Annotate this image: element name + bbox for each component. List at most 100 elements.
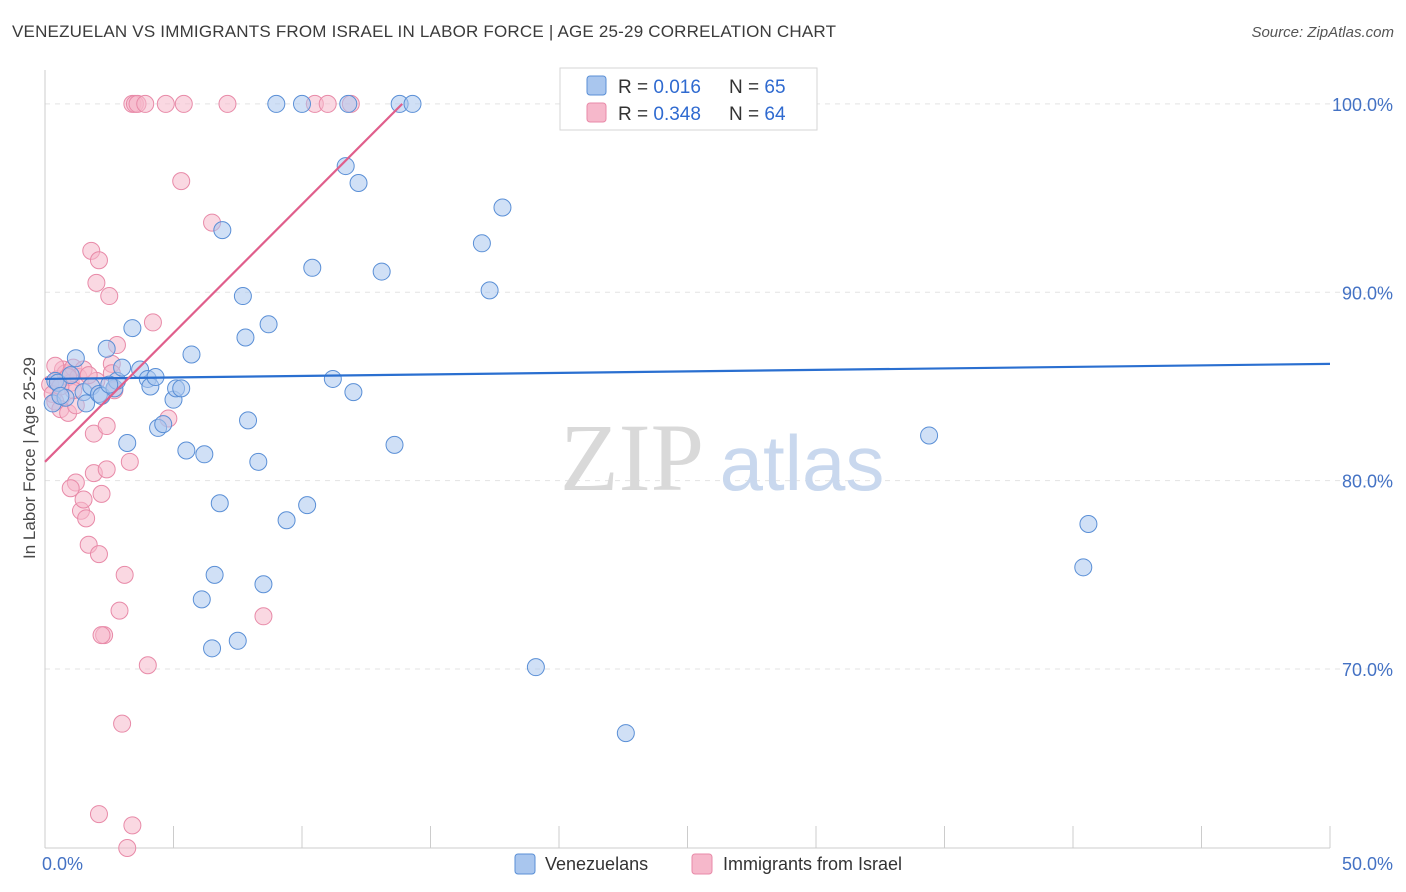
legend-swatch-pink [586, 102, 607, 123]
point-immigrants-from-israel [74, 490, 93, 509]
point-venezuelans [239, 411, 258, 430]
point-venezuelans [228, 631, 247, 650]
trend-line-venezuelans [44, 362, 1331, 381]
point-venezuelans [277, 511, 296, 530]
point-venezuelans [203, 639, 222, 658]
svg-text:R = 0.348: R = 0.348 [618, 104, 701, 125]
point-venezuelans [339, 94, 358, 113]
point-immigrants-from-israel [89, 805, 108, 824]
y-tick-label: 80.0% [1342, 472, 1393, 492]
point-venezuelans [192, 590, 211, 609]
point-venezuelans [210, 494, 229, 513]
point-venezuelans [233, 287, 252, 306]
legend-r-value-pink: 0.348 [653, 104, 701, 125]
point-immigrants-from-israel [156, 94, 175, 113]
point-immigrants-from-israel [218, 94, 237, 113]
legend-r-label-blue: R = [618, 77, 653, 98]
bottom-legend-immigrants-from-israel: Immigrants from Israel [723, 854, 902, 874]
svg-text:R = 0.016: R = 0.016 [618, 77, 701, 98]
watermark: ZIP atlas [560, 404, 884, 511]
point-venezuelans [267, 94, 286, 113]
point-immigrants-from-israel [123, 816, 142, 835]
point-immigrants-from-israel [120, 452, 139, 471]
point-immigrants-from-israel [172, 172, 191, 191]
point-immigrants-from-israel [61, 479, 80, 498]
svg-text:N = 64: N = 64 [729, 104, 786, 125]
point-venezuelans [349, 174, 368, 193]
point-immigrants-from-israel [89, 545, 108, 564]
bottom-legend-venezuelans: Venezuelans [545, 854, 648, 874]
point-immigrants-from-israel [89, 251, 108, 270]
point-immigrants-from-israel [77, 509, 96, 528]
point-venezuelans [123, 319, 142, 338]
point-venezuelans [66, 349, 85, 368]
point-venezuelans [213, 221, 232, 240]
point-venezuelans [344, 383, 363, 402]
point-immigrants-from-israel [113, 714, 132, 733]
point-venezuelans [472, 234, 491, 253]
series-immigrants-from-israel [41, 94, 360, 857]
legend-r-label-pink: R = [618, 104, 653, 125]
point-immigrants-from-israel [254, 607, 273, 626]
point-immigrants-from-israel [97, 417, 116, 436]
y-axis-label: In Labor Force | Age 25-29 [20, 357, 39, 559]
x-tick-label: 50.0% [1342, 854, 1393, 874]
point-venezuelans [293, 94, 311, 113]
y-tick-label: 100.0% [1332, 95, 1393, 115]
source-attribution: Source: ZipAtlas.com [1251, 24, 1394, 41]
point-venezuelans [385, 435, 404, 454]
y-tick-label: 90.0% [1342, 283, 1393, 303]
point-venezuelans [1079, 514, 1098, 533]
point-venezuelans [236, 328, 255, 347]
x-tick-label: 0.0% [42, 854, 83, 874]
point-venezuelans [51, 386, 70, 405]
point-immigrants-from-israel [118, 839, 137, 857]
watermark-atlas: atlas [720, 419, 885, 507]
point-immigrants-from-israel [138, 656, 157, 675]
point-venezuelans [372, 262, 391, 281]
point-venezuelans [323, 369, 342, 388]
y-tick-label: 70.0% [1342, 660, 1393, 680]
point-venezuelans [298, 496, 317, 515]
point-venezuelans [77, 394, 96, 413]
point-immigrants-from-israel [174, 94, 193, 113]
point-venezuelans [920, 426, 939, 445]
legend-r-value-blue: 0.016 [653, 77, 701, 98]
legend-n-value-pink: 64 [764, 104, 786, 125]
point-venezuelans [336, 157, 355, 176]
point-venezuelans [249, 452, 268, 471]
point-immigrants-from-israel [92, 484, 111, 503]
point-venezuelans [154, 415, 173, 434]
legend-n-label-blue: N = [729, 77, 764, 98]
bottom-legend-swatch-blue [514, 853, 536, 875]
point-venezuelans [526, 658, 545, 677]
point-venezuelans [100, 375, 119, 394]
point-venezuelans [1074, 558, 1093, 577]
point-immigrants-from-israel [92, 626, 111, 645]
watermark-zip: ZIP [560, 404, 704, 511]
point-immigrants-from-israel [46, 356, 65, 375]
point-venezuelans [113, 358, 132, 377]
legend-n-label-pink: N = [729, 104, 764, 125]
point-venezuelans [303, 258, 322, 277]
axes [44, 70, 1331, 849]
legend-swatch-blue [586, 75, 607, 96]
point-immigrants-from-israel [97, 460, 116, 479]
point-venezuelans [177, 441, 196, 460]
point-venezuelans [195, 445, 214, 464]
point-venezuelans [118, 433, 137, 452]
point-venezuelans [616, 724, 635, 743]
bottom-legend: Venezuelans Immigrants from Israel [514, 853, 902, 875]
trend-lines [44, 103, 1331, 463]
gridlines [45, 103, 1392, 670]
point-venezuelans [205, 565, 224, 584]
point-venezuelans [480, 281, 499, 300]
point-venezuelans [403, 94, 422, 113]
tick-labels: 70.0% 80.0% 90.0% 100.0% 0.0% 50.0% [42, 95, 1393, 874]
point-immigrants-from-israel [115, 565, 134, 584]
point-immigrants-from-israel [87, 273, 106, 292]
legend: R = 0.016 N = 65 R = 0.348 N = 64 [559, 67, 818, 131]
point-venezuelans [61, 366, 80, 385]
point-venezuelans [172, 379, 191, 398]
